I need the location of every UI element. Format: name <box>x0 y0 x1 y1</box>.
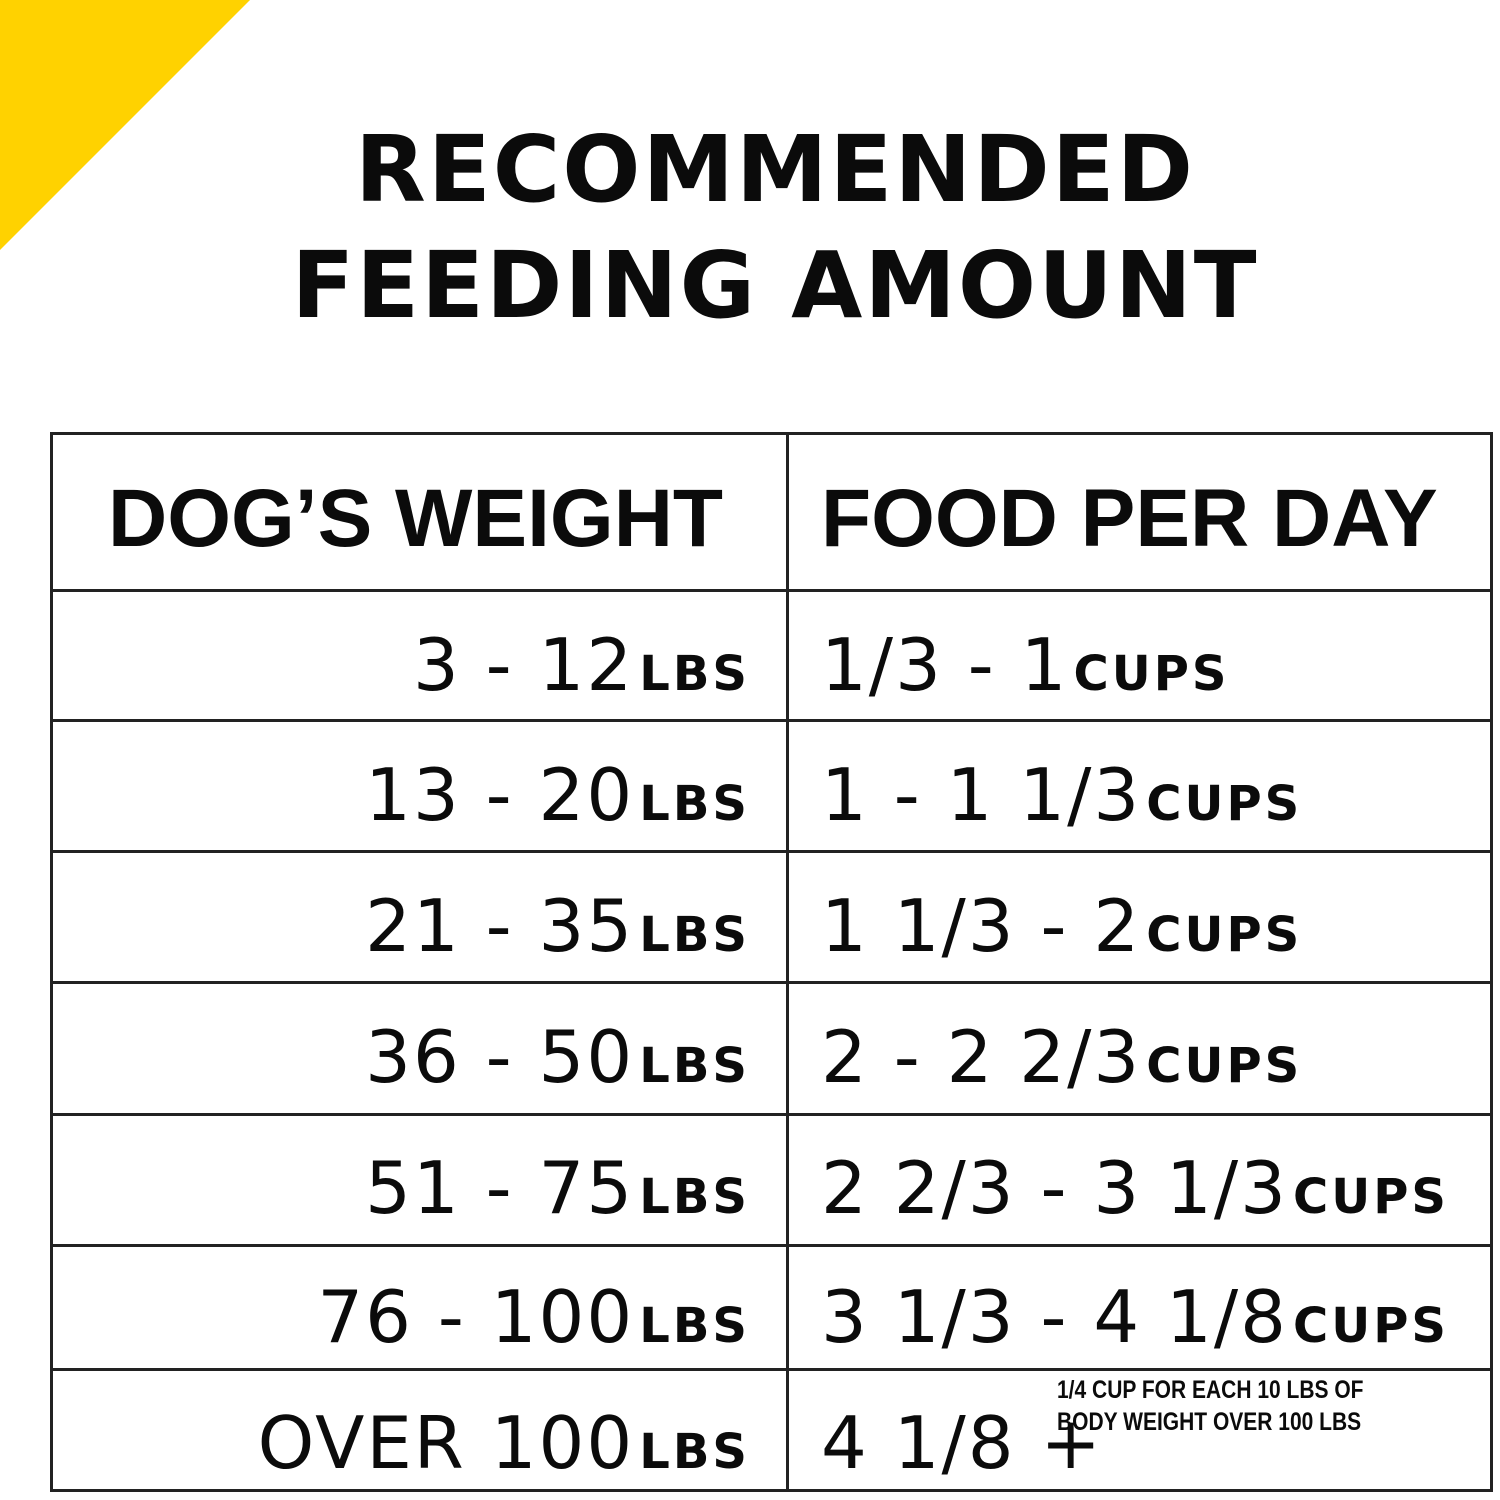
weight-range: 51 - 75 <box>365 1146 635 1230</box>
page-title: RECOMMENDED FEEDING AMOUNT <box>0 112 1500 344</box>
food-cell: 1 1/3 - 2 CUPS <box>821 884 1302 968</box>
row-divider <box>53 981 1490 984</box>
food-range: 3 1/3 - 4 1/8 <box>821 1275 1288 1359</box>
title-line-2: FEEDING AMOUNT <box>291 232 1259 339</box>
food-cell: 4 1/8 + <box>821 1401 1103 1485</box>
feeding-table: DOG’S WEIGHT FOOD PER DAY 3 - 12 LBS 1/3… <box>50 432 1493 1492</box>
weight-cell: 21 - 35 LBS <box>365 884 750 968</box>
weight-unit: LBS <box>639 1298 750 1354</box>
food-unit: CUPS <box>1146 776 1303 832</box>
column-divider <box>786 435 789 1489</box>
food-unit: CUPS <box>1293 1169 1449 1225</box>
food-cell: 3 1/3 - 4 1/8 CUPS <box>821 1275 1449 1359</box>
weight-unit: LBS <box>639 776 750 832</box>
weight-unit: LBS <box>639 907 750 963</box>
weight-cell: 76 - 100 LBS <box>317 1275 750 1359</box>
food-cell: 2 2/3 - 3 1/3 CUPS <box>821 1146 1449 1230</box>
food-range: 4 1/8 + <box>821 1401 1103 1485</box>
weight-unit: LBS <box>639 1424 750 1480</box>
food-range: 2 2/3 - 3 1/3 <box>821 1146 1288 1230</box>
row-divider <box>53 719 1490 722</box>
weight-unit: LBS <box>639 1169 750 1225</box>
weight-unit: LBS <box>639 646 750 702</box>
weight-range: 76 - 100 <box>317 1275 635 1359</box>
yellow-corner-decoration <box>0 0 250 250</box>
row-divider <box>53 1368 1490 1371</box>
food-cell: 2 - 2 2/3 CUPS <box>821 1015 1302 1099</box>
weight-cell: 36 - 50 LBS <box>365 1015 750 1099</box>
row-divider <box>53 850 1490 853</box>
food-range: 2 - 2 2/3 <box>821 1015 1142 1099</box>
food-cell: 1 - 1 1/3 CUPS <box>821 753 1302 837</box>
food-cell: 1/3 - 1 CUPS <box>821 623 1229 707</box>
weight-cell: OVER 100 LBS <box>258 1401 750 1485</box>
row-divider <box>53 1244 1490 1247</box>
weight-cell: 51 - 75 LBS <box>365 1146 750 1230</box>
row-divider <box>53 589 1490 592</box>
weight-range: 3 - 12 <box>412 623 635 707</box>
food-unit: CUPS <box>1293 1298 1449 1354</box>
row-divider <box>53 1113 1490 1116</box>
weight-range: 21 - 35 <box>365 884 635 968</box>
header-food-per-day: FOOD PER DAY <box>821 473 1438 564</box>
feeding-note: 1/4 CUP FOR EACH 10 LBS OF BODY WEIGHT O… <box>1057 1376 1364 1436</box>
weight-range: OVER 100 <box>257 1401 635 1485</box>
title-line-1: RECOMMENDED <box>355 116 1195 223</box>
weight-range: 13 - 20 <box>365 753 635 837</box>
food-range: 1/3 - 1 <box>821 623 1069 707</box>
weight-unit: LBS <box>639 1038 750 1094</box>
food-range: 1 - 1 1/3 <box>821 753 1142 837</box>
food-unit: CUPS <box>1146 1038 1303 1094</box>
food-unit: CUPS <box>1073 646 1230 702</box>
weight-cell: 3 - 12 LBS <box>413 623 750 707</box>
food-unit: CUPS <box>1146 907 1303 963</box>
header-dogs-weight: DOG’S WEIGHT <box>108 473 723 564</box>
weight-cell: 13 - 20 LBS <box>365 753 750 837</box>
weight-range: 36 - 50 <box>365 1015 635 1099</box>
food-range: 1 1/3 - 2 <box>821 884 1142 968</box>
